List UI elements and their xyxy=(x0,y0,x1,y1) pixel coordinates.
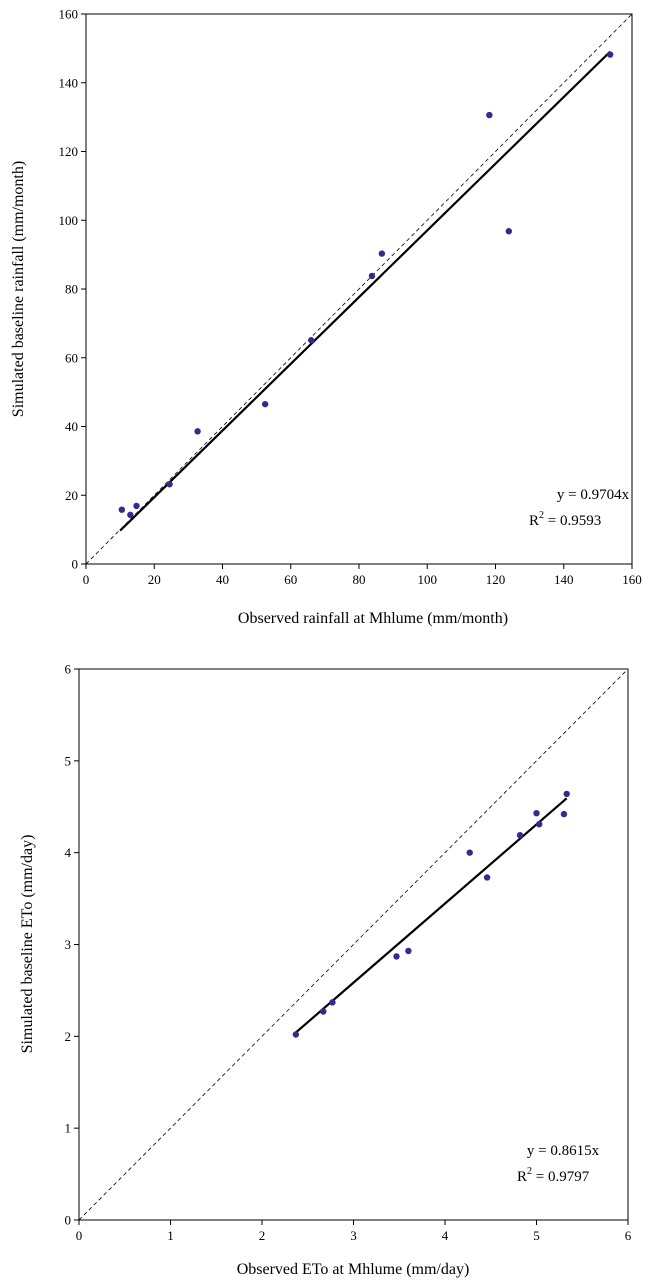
x-tick-label: 80 xyxy=(353,572,366,587)
y-tick-label: 1 xyxy=(65,1121,72,1136)
y-tick-label: 0 xyxy=(65,1213,72,1228)
eto-scatter-chart: 0 1 2 3 4 5 6 0 1 2 3 4 5 6 Observed ETo at Mhlume (… xyxy=(19,662,632,1279)
y-tick-label: 6 xyxy=(65,662,72,677)
y-tick-label: 80 xyxy=(65,282,78,297)
data-point xyxy=(308,337,315,344)
data-point xyxy=(378,250,386,257)
x-tick-label: 100 xyxy=(418,572,438,587)
data-point xyxy=(329,999,336,1006)
r-squared-label: R2 = 0.9797 xyxy=(517,1166,590,1185)
x-axis-ticks: 0 1 2 3 4 5 6 xyxy=(76,1220,632,1243)
x-tick-label: 1 xyxy=(167,1228,174,1243)
y-tick-label: 2 xyxy=(65,1029,72,1044)
data-point xyxy=(466,849,473,856)
data-point xyxy=(533,809,540,817)
x-tick-label: 2 xyxy=(259,1228,266,1243)
data-points xyxy=(292,790,570,1038)
y-axis-label: Simulated baseline ETo (mm/day) xyxy=(19,835,36,1054)
r-squared-value: = 0.9797 xyxy=(532,1169,590,1185)
y-axis-ticks: 0 1 2 3 4 5 6 xyxy=(65,662,79,1228)
y-tick-label: 3 xyxy=(65,937,72,952)
x-tick-label: 160 xyxy=(622,572,642,587)
r-squared-label: R2 = 0.9593 xyxy=(529,510,601,529)
x-axis-ticks: 0 20 40 60 80 100 120 140 160 xyxy=(83,564,642,587)
data-point xyxy=(368,272,376,280)
x-tick-label: 120 xyxy=(486,572,506,587)
x-tick-label: 20 xyxy=(148,572,161,587)
data-point xyxy=(292,1031,300,1038)
data-point xyxy=(127,511,134,519)
x-tick-label: 5 xyxy=(533,1228,540,1243)
x-tick-label: 6 xyxy=(625,1228,632,1243)
data-point xyxy=(405,947,412,955)
data-point xyxy=(133,502,140,510)
rainfall-scatter-chart: 0 20 40 60 80 100 120 140 160 0 20 40 60 80 100 120 140… xyxy=(10,7,642,628)
x-tick-label: 0 xyxy=(83,572,90,587)
regression-equation: y = 0.9704x xyxy=(557,487,630,503)
x-tick-label: 60 xyxy=(284,572,297,587)
fit-line xyxy=(119,50,611,532)
y-tick-label: 140 xyxy=(59,75,79,90)
one-to-one-reference-line xyxy=(85,13,633,565)
x-axis-label: Observed ETo at Mhlume (mm/day) xyxy=(237,1261,470,1278)
y-tick-label: 0 xyxy=(72,557,79,572)
data-point xyxy=(505,228,513,235)
y-tick-label: 40 xyxy=(65,419,78,434)
data-point xyxy=(194,428,201,435)
one-to-one-reference-line xyxy=(78,668,629,1221)
y-tick-label: 20 xyxy=(65,488,78,503)
y-axis-label: Simulated baseline rainfall (mm/month) xyxy=(10,161,27,417)
y-tick-label: 160 xyxy=(59,7,79,22)
data-point xyxy=(606,51,614,58)
data-point xyxy=(118,506,126,513)
r-squared-symbol: R xyxy=(517,1169,527,1185)
data-point xyxy=(393,953,400,960)
x-tick-label: 40 xyxy=(216,572,229,587)
x-axis-label: Observed rainfall at Mhlume (mm/month) xyxy=(238,610,508,627)
regression-equation: y = 0.8615x xyxy=(527,1143,600,1159)
data-point xyxy=(320,1008,327,1015)
y-tick-label: 120 xyxy=(59,144,79,159)
fit-line xyxy=(293,797,568,1035)
y-tick-label: 5 xyxy=(65,753,72,768)
r-squared-symbol: R xyxy=(529,513,539,529)
y-tick-label: 100 xyxy=(59,213,79,228)
data-point xyxy=(560,810,568,818)
data-points xyxy=(118,51,614,519)
data-point xyxy=(166,481,173,488)
r-squared-value: = 0.9593 xyxy=(544,513,601,529)
regression-fit-line xyxy=(119,50,611,532)
reference-line xyxy=(78,668,629,1221)
y-tick-label: 4 xyxy=(65,845,72,860)
y-tick-label: 60 xyxy=(65,350,78,365)
r-squared-superscript: 2 xyxy=(527,1166,532,1177)
x-tick-label: 140 xyxy=(554,572,574,587)
regression-fit-line xyxy=(293,797,568,1035)
data-point xyxy=(516,832,524,839)
data-point xyxy=(563,790,570,798)
x-tick-label: 3 xyxy=(350,1228,357,1243)
x-tick-label: 4 xyxy=(442,1228,449,1243)
data-point xyxy=(261,400,269,408)
reference-line xyxy=(85,13,633,565)
r-squared-superscript: 2 xyxy=(539,510,544,521)
y-axis-ticks: 0 20 40 60 80 100 120 140 160 xyxy=(59,7,86,572)
data-point xyxy=(486,111,493,119)
x-tick-label: 0 xyxy=(76,1228,83,1243)
data-point xyxy=(536,820,543,828)
data-point xyxy=(483,874,491,881)
